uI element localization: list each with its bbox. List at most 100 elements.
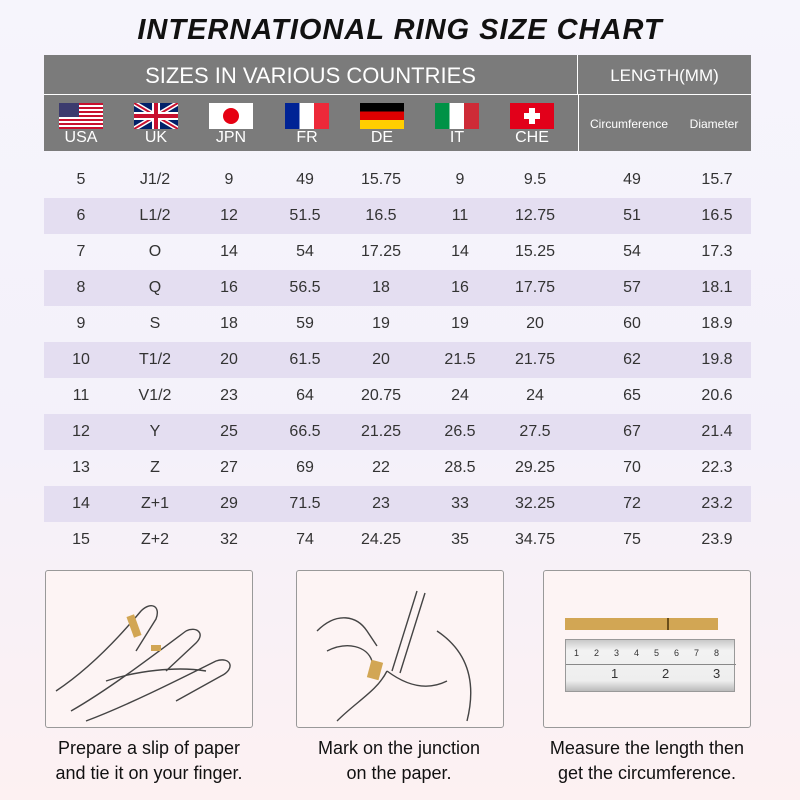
cell-fr: 51.5 — [289, 207, 321, 224]
length-header: LENGTH(MM) — [578, 55, 751, 95]
ruler-mark: 1 — [611, 666, 619, 681]
cell-it: 35 — [451, 531, 469, 548]
caption-line: on the paper. — [346, 763, 452, 783]
cell-usa: 10 — [72, 351, 90, 368]
cell-diameter: 19.8 — [701, 351, 733, 368]
cell-diameter: 23.9 — [701, 531, 733, 548]
cell-usa: 7 — [76, 243, 86, 260]
cell-de: 23 — [372, 495, 390, 512]
page-title: INTERNATIONAL RING SIZE CHART — [137, 14, 663, 46]
table-row: 8 Q 16 56.5 18 16 17.75 57 18.1 — [44, 270, 751, 306]
cell-jpn: 9 — [224, 171, 234, 188]
cell-uk: V1/2 — [138, 387, 172, 404]
ruler-mark: 3 — [713, 666, 721, 681]
cell-che: 32.25 — [514, 495, 556, 512]
cell-circumference: 60 — [623, 315, 641, 332]
cell-che: 15.25 — [514, 243, 556, 260]
japan-flag-icon — [209, 103, 253, 129]
cell-circumference: 72 — [623, 495, 641, 512]
cell-de: 21.25 — [360, 423, 402, 440]
cell-uk: S — [149, 315, 161, 332]
caption-line: and tie it on your finger. — [55, 763, 243, 783]
country-fr: FR — [296, 129, 318, 146]
cell-circumference: 75 — [623, 531, 641, 548]
caption-line: Measure the length then — [549, 738, 745, 758]
cell-it: 26.5 — [444, 423, 476, 440]
cell-de: 20 — [372, 351, 390, 368]
country-de: DE — [370, 129, 394, 146]
cell-it: 21.5 — [444, 351, 476, 368]
paper-strip-tie — [151, 645, 161, 651]
cell-jpn: 23 — [220, 387, 238, 404]
cell-circumference: 70 — [623, 459, 641, 476]
cell-jpn: 20 — [220, 351, 238, 368]
cell-jpn: 18 — [220, 315, 238, 332]
country-jpn: JPN — [215, 129, 247, 146]
countries-header: SIZES IN VARIOUS COUNTRIES — [44, 55, 578, 95]
cell-uk: Q — [148, 279, 162, 296]
ruler-mark: 1 — [574, 648, 580, 658]
ruler-mark: 4 — [634, 648, 640, 658]
cell-fr: 59 — [296, 315, 314, 332]
country-che: CHE — [515, 129, 549, 146]
cell-fr: 66.5 — [289, 423, 321, 440]
switzerland-flag-icon — [510, 103, 554, 129]
ruler-mark: 3 — [614, 648, 620, 658]
ruler: 1 2 3 4 5 6 7 8 1 2 3 — [565, 639, 736, 692]
cell-diameter: 22.3 — [701, 459, 733, 476]
cell-it: 28.5 — [444, 459, 476, 476]
cell-uk: Z+2 — [140, 531, 169, 548]
caption-line: get the circumference. — [557, 763, 737, 783]
cell-fr: 64 — [296, 387, 314, 404]
cell-che: 17.75 — [514, 279, 556, 296]
cell-che: 27.5 — [519, 423, 551, 440]
country-it: IT — [449, 129, 465, 146]
cell-it: 9 — [455, 171, 465, 188]
ruler-mark: 2 — [594, 648, 600, 658]
cell-circumference: 57 — [623, 279, 641, 296]
cell-it: 33 — [451, 495, 469, 512]
country-uk: UK — [144, 129, 168, 146]
cell-usa: 6 — [76, 207, 86, 224]
usa-flag-icon — [59, 103, 103, 129]
cell-de: 22 — [372, 459, 390, 476]
cell-fr: 74 — [296, 531, 314, 548]
cell-de: 19 — [372, 315, 390, 332]
cell-de: 16.5 — [365, 207, 397, 224]
table-row: 9 S 18 59 19 19 20 60 18.9 — [44, 306, 751, 342]
cell-de: 18 — [372, 279, 390, 296]
cell-diameter: 15.7 — [701, 171, 733, 188]
cell-it: 11 — [451, 207, 469, 224]
step1-illustration — [45, 570, 253, 728]
caption-line: Mark on the junction — [317, 738, 481, 758]
step1-caption: Prepare a slip of paper and tie it on you… — [19, 736, 279, 786]
cell-uk: Z — [150, 459, 160, 476]
cell-fr: 61.5 — [289, 351, 321, 368]
cell-usa: 9 — [76, 315, 86, 332]
table-row: 15 Z+2 32 74 24.25 35 34.75 75 23.9 — [44, 522, 751, 558]
cell-jpn: 16 — [220, 279, 238, 296]
cell-fr: 49 — [296, 171, 314, 188]
table-header: SIZES IN VARIOUS COUNTRIES LENGTH(MM) US… — [44, 55, 751, 151]
cell-jpn: 27 — [220, 459, 238, 476]
cell-circumference: 62 — [623, 351, 641, 368]
cell-che: 24 — [526, 387, 544, 404]
paper-strip — [565, 618, 718, 630]
cell-usa: 14 — [72, 495, 90, 512]
cell-jpn: 25 — [220, 423, 238, 440]
table-row: 11 V1/2 23 64 20.75 24 24 65 20.6 — [44, 378, 751, 414]
cell-diameter: 18.9 — [701, 315, 733, 332]
table-row: 13 Z 27 69 22 28.5 29.25 70 22.3 — [44, 450, 751, 486]
cell-circumference: 51 — [623, 207, 641, 224]
cell-usa: 8 — [76, 279, 86, 296]
cell-it: 24 — [451, 387, 469, 404]
ruler-mark: 5 — [654, 648, 660, 658]
cell-che: 20 — [526, 315, 544, 332]
cell-diameter: 17.3 — [701, 243, 733, 260]
cell-circumference: 67 — [623, 423, 641, 440]
cell-usa: 11 — [72, 387, 90, 404]
cell-uk: O — [148, 243, 162, 260]
cell-de: 17.25 — [360, 243, 402, 260]
cell-diameter: 23.2 — [701, 495, 733, 512]
cell-che: 12.75 — [514, 207, 556, 224]
